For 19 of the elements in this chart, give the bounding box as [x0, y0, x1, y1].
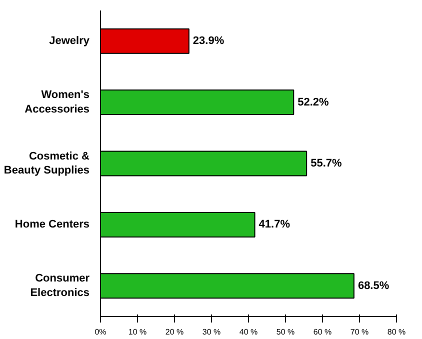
x-tick-label: 80 %	[387, 328, 406, 336]
x-tick-label: 0%	[94, 328, 106, 336]
y-tick-label: Consumer Electronics	[30, 272, 90, 300]
y-tick-label: Cosmetic & Beauty Supplies	[4, 150, 90, 177]
data-label: 68.5%	[358, 280, 390, 292]
data-label: 52.2%	[298, 96, 330, 108]
y-tick-label: Jewelry	[49, 35, 90, 48]
x-tick-label: 10 %	[128, 328, 147, 336]
x-tick-label: 60 %	[313, 328, 332, 336]
x-tick-label: 30 %	[202, 328, 221, 336]
y-tick-label: Home Centers	[14, 218, 90, 231]
x-tick-label: 70 %	[350, 328, 369, 336]
data-label: 55.7%	[310, 158, 342, 170]
x-tick-label: 20 %	[165, 328, 184, 336]
x-tick-label: 50 %	[276, 328, 295, 336]
data-label: 41.7%	[258, 218, 290, 231]
y-tick-label: Women's Accessories	[24, 89, 90, 116]
x-tick-label: 40 %	[239, 328, 258, 336]
data-label: 23.9%	[192, 35, 224, 48]
